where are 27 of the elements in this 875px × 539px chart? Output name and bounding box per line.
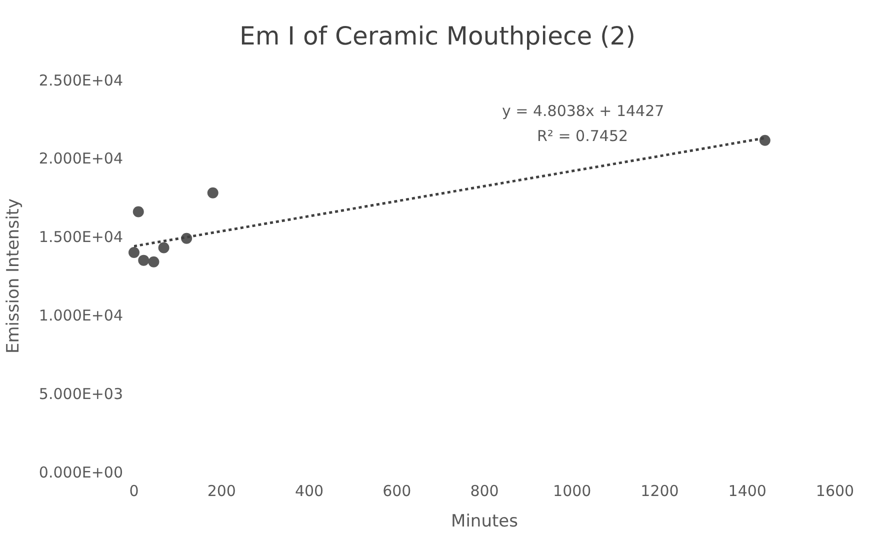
x-tick-label: 400 <box>294 482 324 500</box>
x-tick-label: 1600 <box>816 482 854 500</box>
point <box>128 246 140 258</box>
y-tick-label: 0.000E+00 <box>38 463 123 482</box>
x-tick-label: 600 <box>382 482 412 500</box>
point <box>207 187 218 198</box>
point <box>138 254 150 266</box>
x-tick-label: 200 <box>207 482 236 500</box>
point <box>132 206 144 218</box>
chart-title: Em I of Ceramic Mouthpiece (2) <box>240 21 636 50</box>
y-tick-label: 2.500E+04 <box>38 71 123 90</box>
x-tick-label: 1200 <box>640 482 679 500</box>
annotation: R² = 0.7452 <box>537 127 628 145</box>
x-tick-label: 0 <box>129 482 139 500</box>
y-tick-label: 1.500E+04 <box>38 228 123 246</box>
x-axis-title: Minutes <box>451 511 518 532</box>
point <box>759 134 770 146</box>
point <box>158 242 170 254</box>
y-tick-label: 2.000E+04 <box>38 150 123 168</box>
y-tick-label: 1.000E+04 <box>38 306 123 324</box>
annotation: y = 4.8038x + 14427 <box>502 102 664 120</box>
x-tick-label: 1000 <box>553 482 592 500</box>
point <box>148 256 160 268</box>
x-tick-label: 1400 <box>728 482 766 500</box>
y-tick-label: 5.000E+03 <box>38 384 123 403</box>
x-tick-label: 800 <box>470 482 499 500</box>
y-axis-title: Emission Intensity <box>3 198 24 354</box>
